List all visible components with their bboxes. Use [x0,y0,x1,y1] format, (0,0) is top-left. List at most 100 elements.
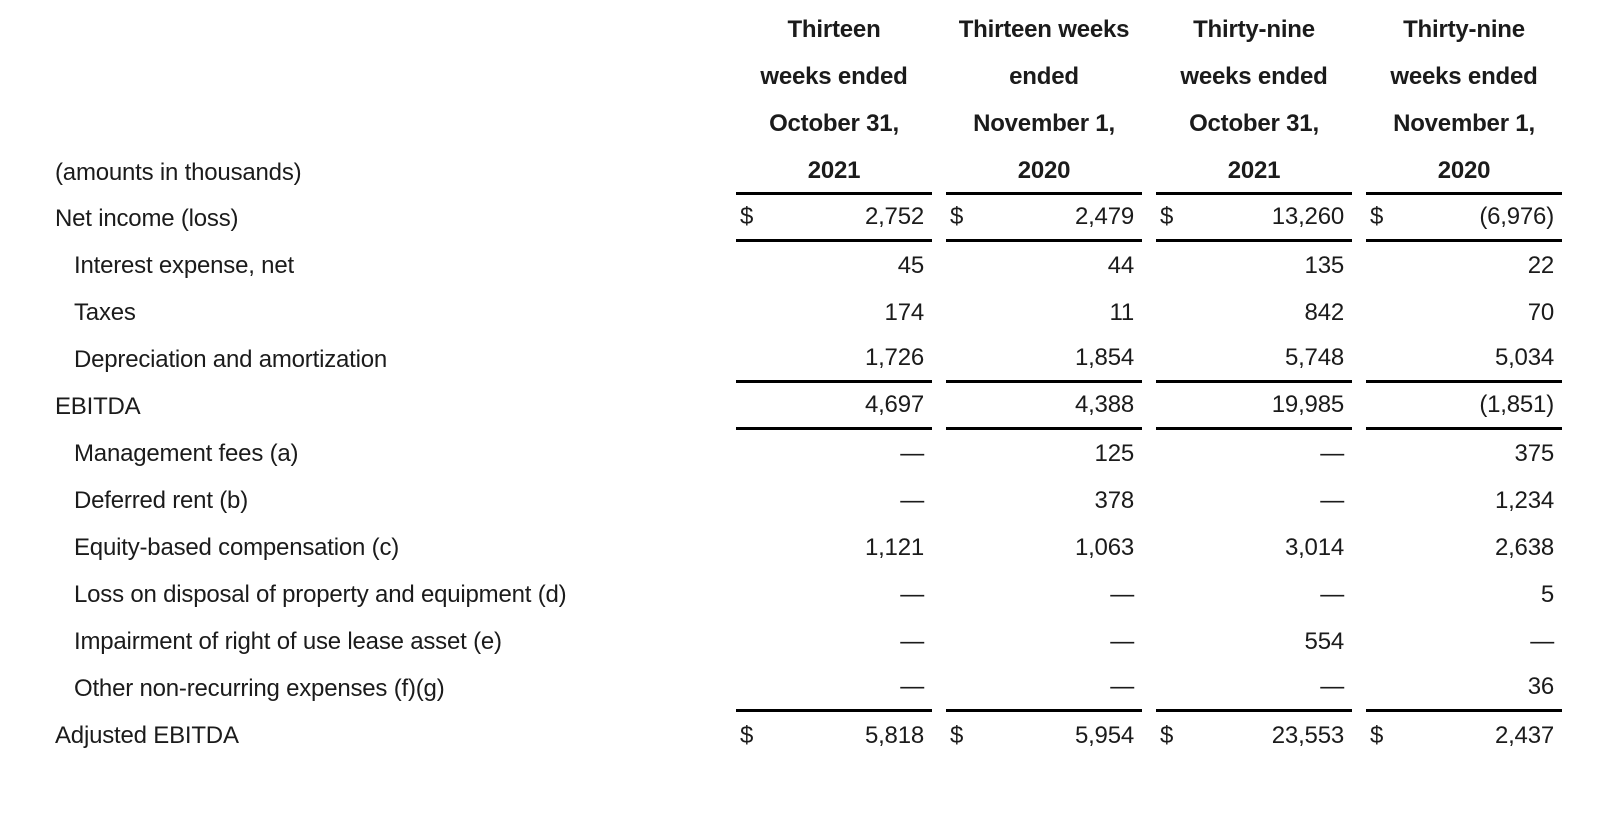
currency-symbol: $ [950,203,964,230]
currency-symbol: $ [740,721,754,749]
currency-symbol: $ [1370,203,1384,230]
value-cell: 378 [946,477,1142,524]
amount: 3,014 [1284,533,1344,561]
value-cell: — [1156,430,1352,477]
header-line: 2021 [1227,157,1281,184]
value-cell: — [1156,571,1352,618]
amount: — [1320,580,1344,608]
amount: 2,437 [1494,721,1554,749]
col-header-thirteen-weeks-oct-31-2021: Thirteen weeks ended October 31, 2021 [736,4,932,195]
header-line: October 31, [769,110,899,137]
amount: 44 [1107,251,1134,279]
value-cell: 1,854 [946,336,1142,383]
amount: 2,479 [1074,203,1134,230]
amount: 22 [1527,251,1554,279]
value-cell: 3,014 [1156,524,1352,571]
units-label: (amounts in thousands) [55,159,302,186]
row-label-net-income-loss: Net income (loss) [55,204,239,232]
value-cell: $ 2,437 [1366,712,1562,759]
amount: — [900,673,924,700]
value-cell: 19,985 [1156,383,1352,430]
col-header-thirty-nine-weeks-nov-1-2020: Thirty-nine weeks ended November 1, 2020 [1366,4,1562,195]
value-cell: 11 [946,289,1142,336]
currency-symbol: $ [1160,203,1174,230]
amount: (1,851) [1479,391,1554,418]
header-line: weeks ended [1180,63,1328,90]
amount: — [900,627,924,655]
amount: 1,234 [1494,486,1554,514]
value-cell: 22 [1366,242,1562,289]
row-label-interest-expense-net: Interest expense, net [74,251,294,279]
amount: 23,553 [1271,721,1344,749]
header-line: 2020 [1437,157,1491,184]
value-cell: — [736,618,932,665]
amount: — [1320,673,1344,700]
value-cell: — [946,665,1142,712]
value-cell: $ 23,553 [1156,712,1352,759]
header-line: Thirteen weeks [958,16,1130,43]
value-cell: 70 [1366,289,1562,336]
value-cell: 125 [946,430,1142,477]
value-cell: 4,388 [946,383,1142,430]
value-cell: $ 5,954 [946,712,1142,759]
amount: 174 [884,298,925,326]
value-cell: — [736,571,932,618]
value-cell: $ 2,479 [946,195,1142,242]
value-cell: 135 [1156,242,1352,289]
value-cell: 4,697 [736,383,932,430]
value-cell: — [946,571,1142,618]
value-cell: $ 13,260 [1156,195,1352,242]
amount: — [900,486,924,514]
value-cell: 1,234 [1366,477,1562,524]
amount: 4,388 [1074,391,1134,418]
amount: 19,985 [1271,391,1344,418]
value-cell: 5,034 [1366,336,1562,383]
value-cell: 554 [1156,618,1352,665]
amount: — [900,439,924,467]
value-cell: 174 [736,289,932,336]
row-label-loss-on-disposal: Loss on disposal of property and equipme… [74,580,567,608]
amount: 70 [1527,298,1554,326]
amount: 5,818 [864,721,924,749]
amount: 1,726 [864,344,924,371]
col-header-thirteen-weeks-nov-1-2020: Thirteen weeks ended November 1, 2020 [946,4,1142,195]
currency-symbol: $ [1370,721,1384,749]
value-cell: 45 [736,242,932,289]
value-cell: (1,851) [1366,383,1562,430]
row-label-other-non-recurring-expenses: Other non-recurring expenses (f)(g) [74,674,445,702]
value-cell: 2,638 [1366,524,1562,571]
value-cell: $ (6,976) [1366,195,1562,242]
amount: 5,954 [1074,721,1134,749]
value-cell: 1,726 [736,336,932,383]
header-line: weeks ended [1390,63,1538,90]
value-cell: $ 2,752 [736,195,932,242]
value-cell: — [736,430,932,477]
currency-symbol: $ [740,203,754,230]
amount: 1,121 [864,533,924,561]
amount: 378 [1094,486,1135,514]
amount: 375 [1514,439,1555,467]
value-cell: — [946,618,1142,665]
amount: 2,752 [864,203,924,230]
amount: 5,034 [1494,344,1554,371]
value-cell: 5 [1366,571,1562,618]
header-line: ended [1009,63,1079,90]
row-label-adjusted-ebitda: Adjusted EBITDA [55,721,239,749]
header-line: weeks ended [760,63,908,90]
ebitda-reconciliation-grid: (amounts in thousands) Thirteen weeks en… [55,4,1624,759]
value-cell: 842 [1156,289,1352,336]
amount: 1,854 [1074,344,1134,371]
row-label-ebitda: EBITDA [55,392,141,420]
amount: 1,063 [1074,533,1134,561]
header-line: 2020 [1017,157,1071,184]
row-label-depreciation-and-amortization: Depreciation and amortization [74,345,388,373]
row-label-taxes: Taxes [74,298,136,326]
units-label-cell: (amounts in thousands) [55,4,722,195]
amount: — [1530,627,1554,655]
amount: 135 [1304,251,1345,279]
amount: — [1110,580,1134,608]
value-cell: — [1366,618,1562,665]
amount: 125 [1094,439,1135,467]
value-cell: $ 5,818 [736,712,932,759]
amount: 842 [1304,298,1345,326]
